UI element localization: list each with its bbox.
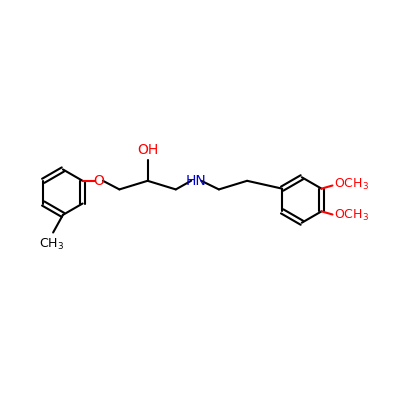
Text: HN: HN <box>186 174 206 188</box>
Text: OCH$_3$: OCH$_3$ <box>334 208 369 223</box>
Text: CH$_3$: CH$_3$ <box>39 237 64 252</box>
Text: OCH$_3$: OCH$_3$ <box>334 177 369 192</box>
Text: O: O <box>94 174 104 188</box>
Text: OH: OH <box>137 142 158 156</box>
